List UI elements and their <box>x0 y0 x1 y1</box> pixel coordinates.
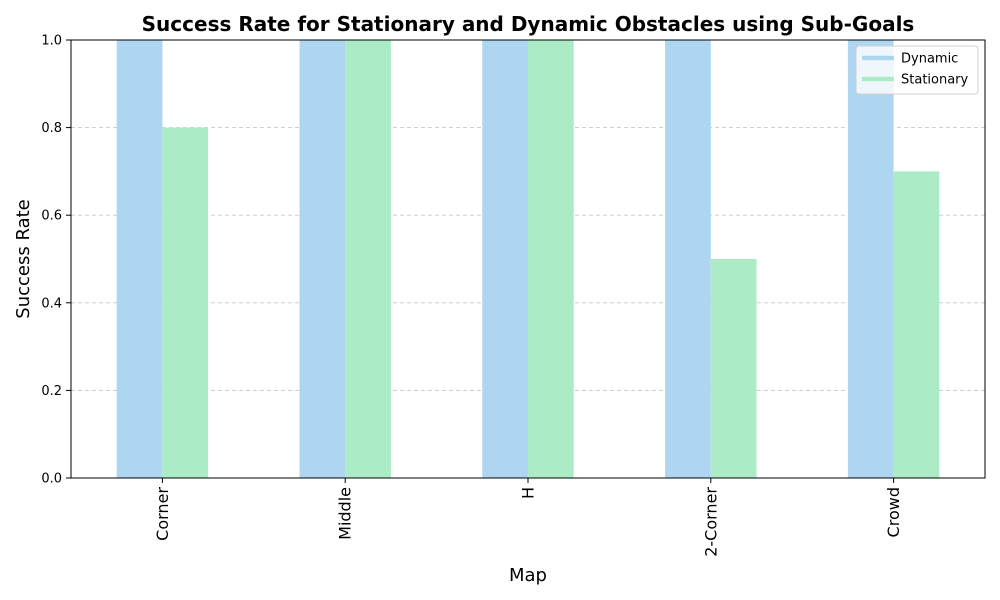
bar-dynamic-2-corner <box>665 40 711 478</box>
y-tick-label: 0.4 <box>41 296 62 311</box>
x-tick-label: Corner <box>153 487 172 541</box>
bar-stationary-2-corner <box>710 259 757 478</box>
chart-title: Success Rate for Stationary and Dynamic … <box>142 12 915 36</box>
y-tick-label: 1.0 <box>41 34 62 49</box>
y-tick-label: 0.6 <box>41 209 62 224</box>
bar-dynamic-h <box>482 40 528 478</box>
y-tick-label: 0.2 <box>41 384 62 399</box>
bar-stationary-crowd <box>893 171 940 478</box>
bars <box>116 40 940 478</box>
bar-dynamic-middle <box>299 40 346 478</box>
bar-stationary-middle <box>345 40 391 478</box>
x-tick-label: Crowd <box>884 487 903 537</box>
bar-stationary-h <box>528 40 574 478</box>
y-axis-title: Success Rate <box>13 199 34 318</box>
y-tick-label: 0.0 <box>41 472 62 487</box>
legend-label-stationary: Stationary <box>901 73 969 88</box>
legend: Dynamic Stationary <box>855 45 979 95</box>
legend-label-dynamic: Dynamic <box>901 52 958 67</box>
ticks: 0.0 0.2 0.4 0.6 0.8 1.0 Corner Middle H 2-Corner C… <box>41 34 903 557</box>
x-tick-label: H <box>519 487 538 499</box>
bar-dynamic-crowd <box>847 40 894 478</box>
bar-dynamic-corner <box>116 40 163 478</box>
bar-stationary-corner <box>162 127 209 478</box>
x-tick-label: 2-Corner <box>701 487 720 557</box>
y-tick-label: 0.8 <box>41 121 62 136</box>
x-axis-title: Map <box>509 565 547 586</box>
x-tick-label: Middle <box>336 487 355 540</box>
